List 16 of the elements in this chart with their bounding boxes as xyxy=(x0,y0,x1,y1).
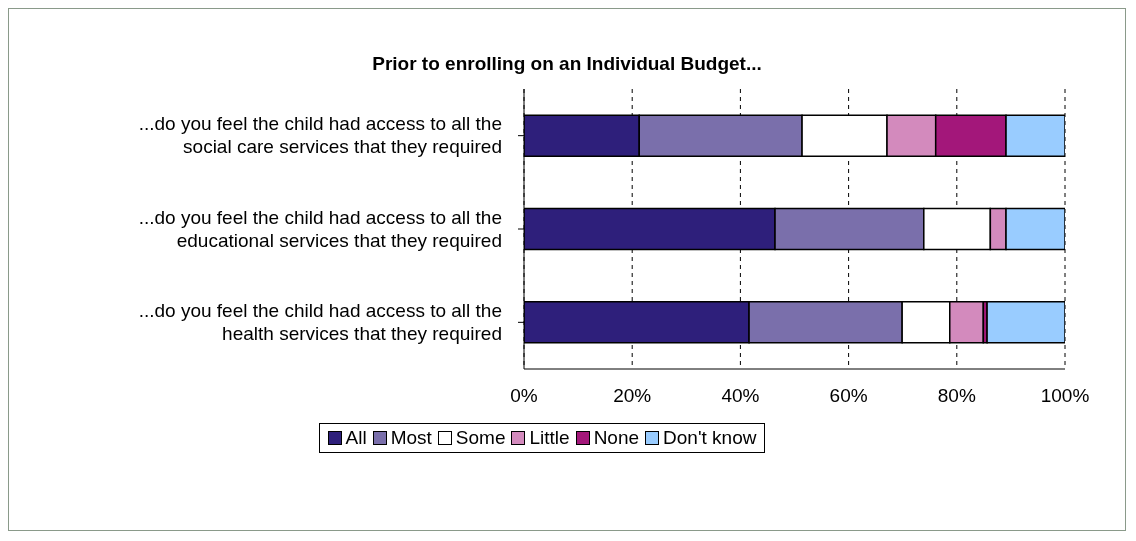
legend-label: All xyxy=(344,427,367,449)
y-tick-label: ...do you feel the child had access to all the health services that they required xyxy=(138,299,502,344)
y-tick-label: ...do you feel the child had access to all the social care services that they required xyxy=(138,113,502,158)
x-tick-label: 40% xyxy=(721,385,760,407)
legend-label: Some xyxy=(454,427,506,449)
x-tick-label: 100% xyxy=(1040,385,1090,407)
legend-label: Don't know xyxy=(662,427,757,449)
x-tick-label: 0% xyxy=(510,385,538,407)
x-tick-label: 80% xyxy=(937,385,976,407)
legend-label: Little xyxy=(528,427,570,449)
legend-label: Most xyxy=(389,427,432,449)
y-tick-label: ...do you feel the child had access to all the educational services that they required xyxy=(138,206,502,251)
legend-label: None xyxy=(592,427,640,449)
x-tick-label: 20% xyxy=(613,385,652,407)
x-tick-label: 60% xyxy=(829,385,868,407)
chart-title: Prior to enrolling on an Individual Budget... xyxy=(371,53,763,76)
